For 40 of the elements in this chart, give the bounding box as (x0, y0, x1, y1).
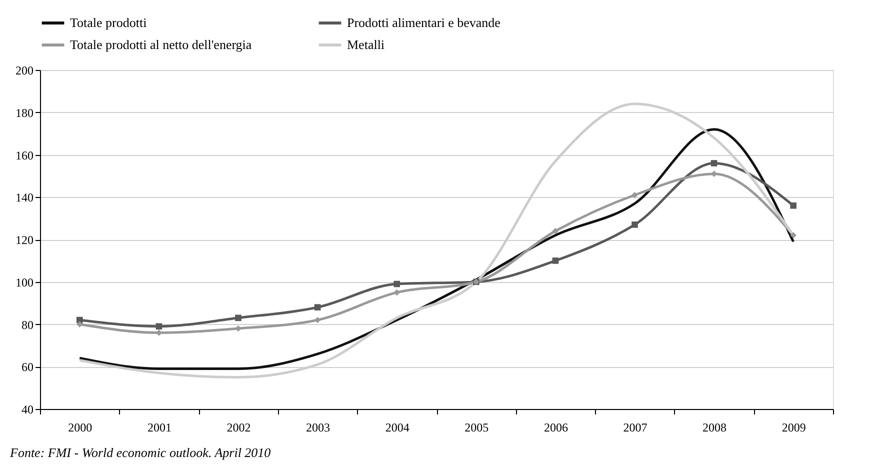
y-tick-label: 180 (16, 106, 34, 120)
x-tick-label: 2004 (385, 420, 410, 434)
x-tick-label: 2002 (226, 420, 251, 434)
x-tick-label: 2009 (782, 420, 806, 434)
point (710, 160, 718, 166)
y-tick-label: 140 (16, 190, 34, 205)
point (552, 228, 559, 234)
y-tick-label: 200 (16, 64, 34, 78)
legend-label: Prodotti alimentari e bevande (347, 15, 501, 30)
point (235, 314, 242, 322)
y-tick-label: 80 (22, 318, 34, 332)
legend-label: Totale prodotti (70, 15, 148, 30)
point (314, 304, 321, 310)
y-tick-label: 160 (16, 148, 34, 162)
point (710, 170, 718, 177)
point (632, 192, 638, 198)
x-tick-label: 2003 (306, 420, 330, 434)
point (156, 323, 162, 330)
x-tick-label: 2008 (702, 420, 727, 434)
y-tick-label: 60 (22, 360, 34, 374)
legend-label: Totale prodotti al netto dell'energia (70, 37, 252, 52)
point (314, 316, 321, 324)
y-tick-label: 40 (22, 402, 34, 416)
point (394, 289, 400, 296)
x-tick-label: 2005 (464, 420, 489, 434)
point (76, 321, 83, 328)
x-tick-label: 2001 (147, 420, 172, 434)
x-tick-label: 2007 (623, 420, 648, 434)
point (235, 325, 242, 332)
y-tick-label: 120 (16, 233, 34, 247)
x-tick-label: 2006 (544, 420, 568, 434)
source-note: Fonte: FMI - World economic outlook. April 2010 (9, 445, 272, 460)
legend-label: Metalli (347, 37, 385, 52)
point (552, 258, 559, 264)
point (394, 280, 400, 288)
point (790, 202, 797, 209)
x-tick-label: 2000 (68, 420, 92, 434)
y-tick-label: 100 (16, 275, 34, 290)
point (632, 222, 638, 228)
point (790, 232, 797, 238)
